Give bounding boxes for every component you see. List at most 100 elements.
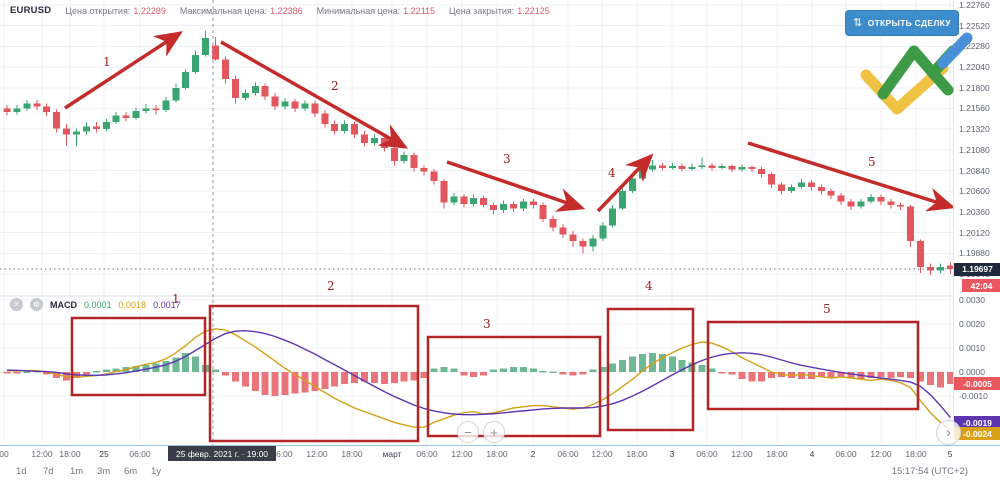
broker-logo <box>860 32 973 115</box>
trend-arrow-3 <box>446 160 586 212</box>
indicator-name: MACD <box>50 299 77 310</box>
time-tick: 4 <box>809 449 815 459</box>
ohlc-field-value: 1.22115 <box>403 5 436 16</box>
range-button-1m[interactable]: 1m <box>70 466 84 477</box>
ohlc-field-0: Цена открытия: 1.22289 <box>65 6 166 16</box>
ohlc-field-label: Максимальная цена: <box>179 5 268 16</box>
macd-axis-label: 0.0010 <box>959 343 985 353</box>
time-tick: 00 <box>0 449 9 459</box>
price-axis-label: 1.22040 <box>959 62 990 73</box>
time-tick: 2 <box>530 449 536 459</box>
zoom-out-button[interactable]: − <box>457 421 479 443</box>
arrow-label-3: 3 <box>503 152 511 166</box>
macd-axis-label: 0.0000 <box>959 367 985 377</box>
ohlc-field-value: 1.22125 <box>517 5 550 16</box>
time-tick: 06:00 <box>696 449 718 459</box>
time-tick: 18:00 <box>341 449 363 459</box>
macd-axis-label: -0.0010 <box>959 391 988 401</box>
candlestick-series <box>3 30 954 275</box>
price-axis-label: 1.22520 <box>959 20 990 31</box>
range-button-1d[interactable]: 1d <box>16 466 27 477</box>
price-axis-label: 1.22760 <box>959 0 990 10</box>
time-tick: 18:00 <box>905 449 927 459</box>
arrow-label-2: 2 <box>331 79 339 93</box>
trend-arrow-2 <box>220 40 409 149</box>
arrow-label-1: 1 <box>103 55 111 69</box>
ohlc-field-label: Минимальная цена: <box>316 5 401 16</box>
time-tick: 12:00 <box>31 449 53 459</box>
indicator-settings-icon[interactable]: ⚙ <box>30 298 43 311</box>
ohlc-field-value: 1.22289 <box>133 5 166 16</box>
zone-label-2: 2 <box>327 279 335 293</box>
ohlc-field-3: Цена закрытия: 1.22125 <box>449 6 550 16</box>
arrow-label-4: 4 <box>608 166 616 180</box>
bar-countdown-badge: 42:04 <box>962 279 1000 292</box>
macd-zone-2 <box>208 304 420 443</box>
macd-histogram <box>3 352 954 396</box>
time-tick: 12:00 <box>451 449 473 459</box>
time-tick: 06:00 <box>129 449 151 459</box>
macd-axis-label: 0.0030 <box>959 295 985 305</box>
trade-arrows-icon: ⇅ <box>853 16 863 29</box>
open-trade-button[interactable]: ⇅ ОТКРЫТЬ СДЕЛКУ <box>845 10 959 36</box>
range-button-7d[interactable]: 7d <box>43 466 54 477</box>
price-axis-label: 1.22280 <box>959 41 990 52</box>
zoom-in-button[interactable]: + <box>483 421 505 443</box>
macd-axis-label: 0.0020 <box>959 319 985 329</box>
macd-zone-5 <box>706 320 920 411</box>
macd-legend-value-2: 0.0017 <box>153 299 181 310</box>
macd-legend: ✕ ⚙ MACD 0.0001 0.0018 0.0017 <box>10 298 181 311</box>
gridlines <box>0 0 953 445</box>
macd-zone-3 <box>426 335 602 438</box>
time-tick: 06:00 <box>271 449 293 459</box>
macd-zones: 1 2 3 4 5 <box>70 279 920 443</box>
time-tick: 3 <box>669 449 675 459</box>
trend-arrows: 1 2 3 4 5 <box>64 31 956 213</box>
time-tick: 12:00 <box>591 449 613 459</box>
price-axis-label: 1.21800 <box>959 82 990 93</box>
indicator-close-icon[interactable]: ✕ <box>10 298 23 311</box>
macd-value-badge-1: -0.0019 <box>954 416 1000 429</box>
server-clock: 15:17:54 (UTC+2) <box>891 466 968 477</box>
zone-label-5: 5 <box>823 302 831 316</box>
time-tick: 18:00 <box>59 449 81 459</box>
ohlc-legend: EURUSD Цена открытия: 1.22289 Максимальная… <box>10 5 550 16</box>
zone-label-1: 1 <box>172 292 180 306</box>
ohlc-field-1: Максимальная цена: 1.22386 <box>180 6 303 16</box>
time-tick: 06:00 <box>557 449 579 459</box>
price-axis-label: 1.20840 <box>959 165 990 176</box>
time-tick: 5 <box>947 449 953 459</box>
price-axis-label: 1.21560 <box>959 103 990 114</box>
last-price-badge: 1.19697 <box>954 262 1000 276</box>
macd-zone-4 <box>606 307 695 432</box>
time-tick: 18:00 <box>626 449 648 459</box>
time-tick: 06:00 <box>835 449 857 459</box>
price-axis-label: 1.21080 <box>959 144 990 155</box>
zone-label-4: 4 <box>645 279 653 293</box>
symbol-label: EURUSD <box>10 5 52 16</box>
range-selector-row: 15:17:54 (UTC+2) 1d 7d 1m 3m 6m 1y <box>0 462 1000 482</box>
macd-value-badge-2: -0.0024 <box>954 427 1000 440</box>
range-button-6m[interactable]: 6m <box>124 466 138 477</box>
scroll-to-latest-button[interactable]: › <box>936 420 961 445</box>
price-axis-label: 1.20600 <box>959 186 990 197</box>
signal-line <box>6 330 951 419</box>
time-tick: 12:00 <box>870 449 892 459</box>
range-button-3m[interactable]: 3m <box>97 466 111 477</box>
ohlc-field-value: 1.22386 <box>270 5 303 16</box>
macd-zone-1 <box>70 316 207 397</box>
price-axis-label: 1.20360 <box>959 206 990 217</box>
zone-label-3: 3 <box>483 317 491 331</box>
price-axis[interactable]: 1.22760 1.22520 1.22280 1.22040 1.21800 1.215… <box>953 0 1000 445</box>
time-tick: 18:00 <box>766 449 788 459</box>
ohlc-field-label: Цена закрытия: <box>449 5 515 16</box>
ohlc-field-label: Цена открытия: <box>65 5 131 16</box>
arrow-label-5: 5 <box>868 155 876 169</box>
ohlc-field-2: Минимальная цена: 1.22115 <box>317 6 435 16</box>
open-trade-label: ОТКРЫТЬ СДЕЛКУ <box>867 18 951 28</box>
range-button-1y[interactable]: 1y <box>151 466 162 477</box>
time-tick: 12:00 <box>306 449 328 459</box>
price-axis-label: 1.21320 <box>959 124 990 135</box>
